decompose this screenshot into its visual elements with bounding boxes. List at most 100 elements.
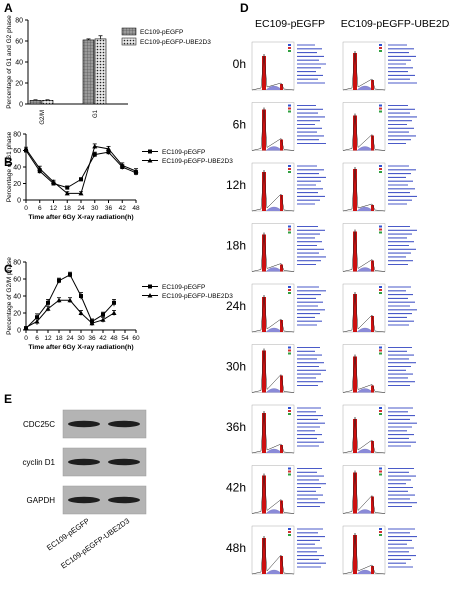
histogram-legend-swatch [379, 292, 382, 294]
flow-histogram-ube2d3 [342, 344, 416, 393]
y-axis-label: Percentage of G2/M phase [6, 257, 13, 335]
data-point [112, 300, 116, 305]
bar [82, 39, 95, 105]
flow-histogram-pegfp [251, 404, 325, 454]
data-point [51, 179, 56, 184]
legend-label: EC109-pEGFP [162, 284, 205, 291]
legend-label: EC109-pEGFP [140, 29, 183, 36]
x-tick-label: 54 [121, 335, 129, 342]
panel-label-b: B [4, 155, 13, 169]
panel-label-e: E [4, 392, 12, 406]
histogram-legend-swatch [288, 289, 291, 291]
g1-peak [262, 538, 266, 574]
histogram-legend-swatch [288, 231, 291, 234]
histogram-legend-swatch [288, 467, 291, 470]
x-tick-label: 48 [132, 205, 140, 212]
data-point [56, 297, 62, 303]
histogram-outline [251, 294, 295, 333]
g2-peak [371, 316, 374, 332]
histogram-frame [342, 283, 386, 333]
histogram-frame [251, 283, 295, 333]
histogram-legend-swatch [379, 413, 382, 415]
y-tick-label: 40 [13, 294, 21, 301]
histogram-frame [251, 344, 295, 393]
band-label: CDC25C [23, 420, 55, 429]
histogram-frame [342, 223, 386, 272]
y-tick-label: 80 [15, 18, 23, 25]
bar [41, 100, 54, 105]
flow-histogram-pegfp [251, 344, 326, 393]
y-tick-label: 0 [17, 328, 21, 335]
histogram-legend-swatch [288, 292, 291, 294]
data-point [45, 306, 51, 311]
histogram-legend-swatch [379, 165, 382, 167]
g2-peak [371, 496, 374, 514]
histogram-outline [342, 532, 386, 575]
x-tick-label: 48 [110, 335, 118, 342]
histogram-frame [251, 404, 295, 454]
protein-band [108, 420, 140, 428]
x-tick-label: 24 [66, 335, 74, 342]
protein-band [68, 458, 100, 466]
histogram-legend-swatch [288, 346, 291, 349]
g2-peak [280, 320, 283, 332]
histogram-legend-swatch [379, 171, 382, 173]
g2-peak [280, 84, 283, 90]
histogram-legend-swatch [379, 50, 382, 52]
protein-band [68, 420, 100, 428]
y-tick-label: 20 [13, 311, 21, 318]
x-tick-label: 12 [50, 205, 58, 212]
histogram-legend-swatch [288, 286, 291, 288]
histogram-legend-swatch [288, 228, 291, 231]
g1-peak [262, 234, 266, 272]
histogram-outline [342, 166, 386, 212]
histogram-legend-swatch [379, 228, 382, 231]
time-label: 42h [226, 481, 246, 495]
data-point [78, 190, 84, 196]
histogram-outline [251, 535, 295, 575]
histogram-legend-swatch [379, 407, 382, 409]
histogram-legend-swatch [379, 107, 382, 110]
histogram-legend-swatch [379, 352, 382, 355]
legend-swatch [121, 37, 137, 46]
histogram-legend-swatch [379, 470, 382, 473]
x-tick-label: 6 [38, 205, 42, 212]
data-point [79, 177, 83, 182]
histogram-frame [342, 41, 386, 91]
g1-peak [353, 472, 357, 514]
histogram-legend-swatch [379, 225, 382, 228]
histogram-outline [251, 169, 295, 212]
g2-peak [371, 80, 374, 90]
time-label: 48h [226, 541, 246, 555]
flow-histogram-ube2d3 [342, 223, 417, 272]
histogram-legend-swatch [288, 407, 291, 409]
histogram-legend-swatch [288, 171, 291, 173]
histogram-legend-swatch [379, 44, 382, 46]
histogram-frame [342, 525, 386, 575]
flow-histogram-ube2d3 [342, 404, 417, 454]
data-point [106, 150, 111, 155]
histogram-legend-swatch [288, 473, 291, 476]
data-point [35, 315, 39, 320]
time-label: 30h [226, 360, 246, 374]
histogram-legend-swatch [288, 47, 291, 49]
flow-histogram-ube2d3 [342, 283, 417, 333]
histogram-legend-swatch [288, 110, 291, 113]
time-label: 24h [226, 299, 246, 313]
histogram-legend-swatch [379, 531, 382, 533]
g1-peak [262, 56, 266, 90]
time-label: 12h [226, 178, 246, 192]
band-label: GAPDH [27, 496, 56, 505]
legend-label: EC109-pEGFP-UBE2D3 [162, 158, 233, 165]
time-label: 0h [233, 57, 246, 71]
g1-peak [353, 535, 357, 574]
legend-marker [148, 284, 152, 289]
y-tick-label: 0 [17, 198, 21, 205]
g2-peak [371, 441, 374, 453]
histogram-legend-swatch [288, 225, 291, 228]
flow-histogram-pegfp [251, 162, 326, 212]
g1-peak [262, 475, 266, 514]
protein-band [108, 496, 140, 504]
g2-peak [371, 205, 374, 211]
